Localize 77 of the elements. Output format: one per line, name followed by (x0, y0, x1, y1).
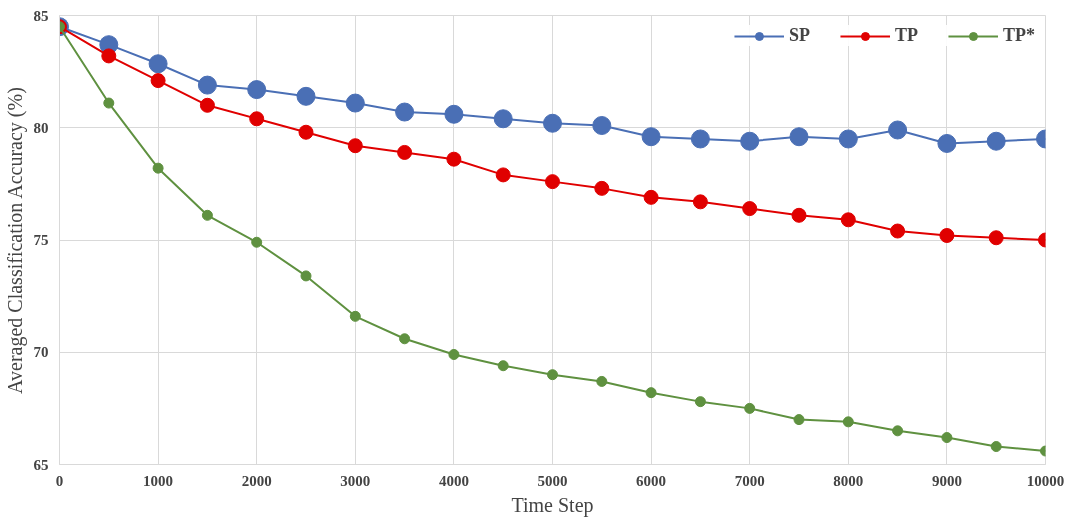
point (545, 174, 560, 190)
point (347, 138, 363, 154)
point (690, 129, 710, 149)
point (152, 162, 164, 174)
x-tick-label: 4000 (438, 472, 469, 489)
y-axis-title: Averaged Classification Accuracy (%) (3, 87, 27, 394)
point (251, 236, 263, 248)
x-tick-label: 6000 (636, 472, 667, 489)
y-tick-label: 75 (33, 232, 49, 248)
point (197, 75, 217, 95)
point (199, 97, 215, 113)
legend-label: SP (788, 25, 810, 46)
y-tick-label: 70 (33, 344, 49, 361)
point (986, 131, 1006, 151)
x-tick-label: 10000 (1026, 472, 1065, 489)
point (345, 93, 365, 113)
point (399, 333, 411, 345)
point (592, 116, 612, 135)
point (103, 97, 115, 109)
point (446, 151, 462, 167)
point (594, 180, 610, 196)
point (249, 111, 265, 127)
point (596, 375, 608, 387)
legend-label: TP (894, 25, 918, 46)
point (789, 127, 809, 147)
x-tick-label: 8000 (833, 472, 864, 489)
point (988, 230, 1004, 246)
point (939, 228, 955, 243)
point (493, 109, 513, 129)
point (448, 349, 460, 360)
point (150, 73, 166, 89)
x-tick-label: 1000 (143, 472, 174, 489)
y-tick-label: 65 (33, 456, 49, 473)
x-tick-label: 0 (55, 472, 64, 489)
point (692, 194, 708, 210)
legend-label: TP* (1002, 25, 1035, 46)
point (296, 86, 316, 106)
y-tick-label: 80 (33, 119, 49, 136)
point (497, 360, 509, 372)
point (694, 396, 706, 408)
point (842, 416, 854, 428)
point (300, 270, 312, 282)
point (941, 432, 953, 444)
point (892, 425, 904, 437)
point (645, 387, 657, 399)
point (444, 104, 464, 124)
point (890, 223, 906, 239)
point (742, 201, 758, 217)
y-tick-label: 85 (33, 7, 49, 24)
point (838, 129, 858, 149)
point (201, 209, 213, 221)
point (495, 167, 511, 183)
point (247, 80, 267, 100)
point (888, 120, 908, 140)
point (395, 102, 415, 122)
point (740, 131, 760, 151)
x-axis-title: Time Step (511, 493, 594, 517)
x-tick-label: 5000 (537, 472, 568, 489)
point (791, 207, 807, 223)
point (744, 402, 756, 414)
point (937, 133, 957, 153)
point (547, 369, 558, 381)
x-tick-label: 9000 (931, 472, 962, 489)
point (397, 144, 413, 160)
point (349, 310, 361, 322)
point (840, 212, 856, 228)
x-tick-label: 2000 (241, 472, 272, 489)
point (543, 113, 562, 133)
point (101, 48, 117, 64)
point (641, 127, 661, 147)
point (643, 189, 659, 205)
point (148, 54, 168, 74)
x-tick-label: 3000 (340, 472, 371, 489)
point (793, 414, 805, 426)
point (990, 441, 1002, 453)
x-tick-label: 7000 (734, 472, 765, 489)
point (298, 124, 314, 140)
